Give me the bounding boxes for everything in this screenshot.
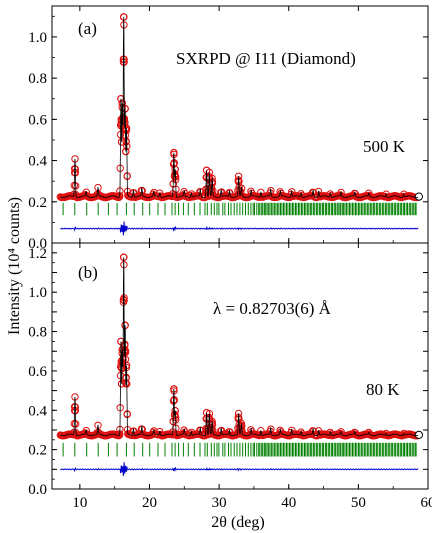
panel-b-plot-area: [56, 253, 423, 477]
y-tick-label: 0.0: [28, 236, 47, 252]
panel-b-axes: 0.0 0.2 0.4 0.6 0.8 1.0 1.2 10 20 30 40 50 60: [28, 242, 432, 511]
calculated-profile-line: [60, 16, 419, 199]
panel-a-plot-area: [56, 13, 423, 236]
y-tick-label: 0.4: [28, 403, 47, 419]
panel-b: 0.0 0.2 0.4 0.6 0.8 1.0 1.2 10 20 30 40 50 60 (b) λ …: [28, 242, 432, 511]
y-tick-label: 0.0: [28, 482, 47, 498]
x-tick-label: 20: [142, 495, 157, 511]
observed-point: [94, 421, 102, 429]
y-tick-label: 1.0: [28, 285, 47, 301]
difference-curve: [60, 462, 419, 477]
observed-data-series: [56, 253, 422, 440]
observed-end-point: [414, 192, 423, 201]
x-tick-label: 30: [212, 495, 227, 511]
observed-point: [172, 431, 181, 440]
bragg-tick-marks: [62, 202, 417, 216]
difference-curve: [60, 221, 419, 236]
y-tick-label: 0.8: [28, 325, 47, 341]
y-tick-label: 0.6: [28, 112, 47, 128]
observed-point: [209, 192, 218, 200]
panel-a-label: (a): [78, 19, 97, 38]
panel-a-instrument-annotation: SXRPD @ I11 (Diamond): [176, 49, 356, 68]
calculated-profile-line: [60, 257, 419, 437]
observed-point: [172, 193, 181, 201]
panel-a-temperature-annotation: 500 K: [363, 137, 406, 156]
panel-b-label: (b): [78, 263, 98, 282]
y-tick-label: 0.8: [28, 71, 47, 87]
y-tick-label: 0.2: [28, 195, 47, 211]
observed-point: [236, 191, 244, 200]
panel-b-wavelength-annotation: λ = 0.82703(6) Å: [213, 299, 332, 318]
panel-a: 0.0 0.2 0.4 0.6 0.8 1.0 (a) SXRPD @ I11 (Diam…: [28, 5, 429, 252]
panel-b-temperature-annotation: 80 K: [366, 380, 400, 399]
observed-end-point: [414, 430, 423, 439]
y-axis-title: Intensity (10⁴ counts): [6, 197, 23, 335]
observed-data-series: [56, 13, 422, 202]
x-tick-label: 10: [72, 495, 87, 511]
observed-point: [209, 430, 218, 438]
x-axis-title: 2θ (deg): [211, 514, 264, 531]
y-tick-label: 0.4: [28, 154, 47, 170]
y-tick-label: 0.2: [28, 443, 47, 459]
x-tick-label: 40: [281, 495, 296, 511]
y-tick-label: 1.0: [28, 30, 47, 46]
bragg-tick-marks: [62, 442, 417, 457]
observed-point: [239, 431, 247, 439]
y-tick-label: 0.6: [28, 364, 47, 380]
panel-a-axes: 0.0 0.2 0.4 0.6 0.8 1.0: [28, 6, 429, 252]
y-tick-label: 1.2: [28, 246, 47, 262]
x-tick-label: 60: [421, 495, 432, 511]
x-tick-label: 50: [351, 495, 366, 511]
panel-b-frame: [51, 242, 429, 490]
